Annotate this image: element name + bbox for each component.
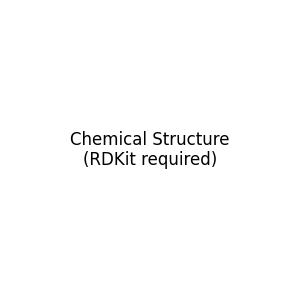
Text: Chemical Structure
(RDKit required): Chemical Structure (RDKit required)	[70, 130, 230, 170]
